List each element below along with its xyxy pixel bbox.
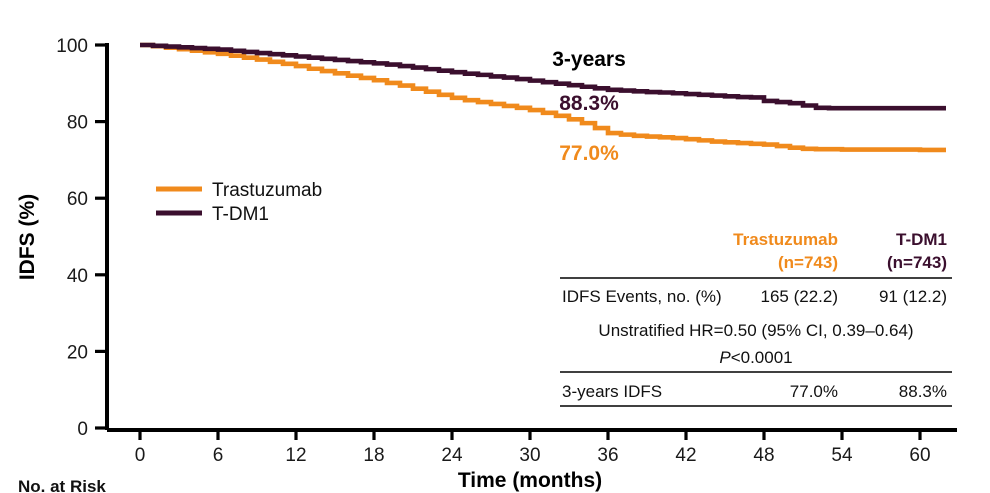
y-tick-label-0: 0 [77, 419, 88, 440]
x-tick-label-24: 24 [441, 445, 463, 466]
table-p-value: P<0.0001 [719, 348, 792, 367]
x-tick-label-30: 30 [519, 445, 540, 466]
table-col-subheader-tdm1: (n=743) [887, 253, 947, 272]
table-col-subheader-trastuzumab: (n=743) [778, 253, 838, 272]
p-value-symbol: P [719, 348, 731, 367]
x-axis-ticks: 0 6 12 18 24 30 36 42 48 54 60 [135, 430, 931, 466]
curve-tdm1 [140, 42, 946, 111]
table-cell-idfs-events-tdm1: 91 (12.2) [879, 287, 947, 306]
table-col-header-trastuzumab: Trastuzumab [733, 230, 838, 249]
x-tick-label-6: 6 [213, 445, 224, 466]
y-tick-label-20: 20 [67, 342, 88, 363]
statistics-table: Trastuzumab (n=743) T-DM1 (n=743) IDFS E… [560, 230, 952, 407]
curve-annotations: 3-years 88.3% 77.0% [552, 48, 626, 165]
y-tick-label-80: 80 [67, 113, 88, 134]
x-tick-label-36: 36 [597, 445, 618, 466]
y-axis-ticks: 100 80 60 40 20 0 [56, 36, 107, 440]
x-tick-label-48: 48 [753, 445, 774, 466]
annotation-three-years: 3-years [552, 48, 626, 71]
table-cell-three-years-idfs-trastuzumab: 77.0% [790, 382, 838, 401]
table-cell-three-years-idfs-tdm1: 88.3% [899, 382, 947, 401]
table-row-label-idfs-events: IDFS Events, no. (%) [562, 287, 722, 306]
survival-curves [140, 42, 946, 153]
legend-label-tdm1: T-DM1 [212, 204, 269, 225]
p-value-number: <0.0001 [731, 348, 793, 367]
curve-trastuzumab [140, 42, 946, 153]
x-tick-label-12: 12 [285, 445, 306, 466]
x-tick-label-18: 18 [363, 445, 384, 466]
x-tick-label-54: 54 [831, 445, 853, 466]
legend-label-trastuzumab: Trastuzumab [212, 180, 322, 201]
chart-legend: Trastuzumab T-DM1 [156, 180, 322, 225]
y-tick-label-40: 40 [67, 266, 88, 287]
y-tick-label-60: 60 [67, 189, 88, 210]
annotation-tdm1-rate: 88.3% [559, 92, 619, 115]
table-hazard-ratio-line: Unstratified HR=0.50 (95% CI, 0.39–0.64) [598, 321, 913, 340]
annotation-trastuzumab-rate: 77.0% [559, 142, 619, 165]
table-col-header-tdm1: T-DM1 [896, 230, 947, 249]
y-tick-label-100: 100 [56, 36, 88, 57]
table-cell-idfs-events-trastuzumab: 165 (22.2) [761, 287, 839, 306]
x-axis-title: Time (months) [458, 469, 602, 492]
risk-table-heading: No. at Risk [18, 477, 106, 493]
x-tick-label-42: 42 [675, 445, 696, 466]
axes [105, 43, 957, 432]
x-tick-label-0: 0 [135, 445, 146, 466]
y-axis-title: IDFS (%) [16, 194, 39, 280]
x-tick-label-60: 60 [909, 445, 930, 466]
table-row-label-three-years-idfs: 3-years IDFS [562, 382, 662, 401]
